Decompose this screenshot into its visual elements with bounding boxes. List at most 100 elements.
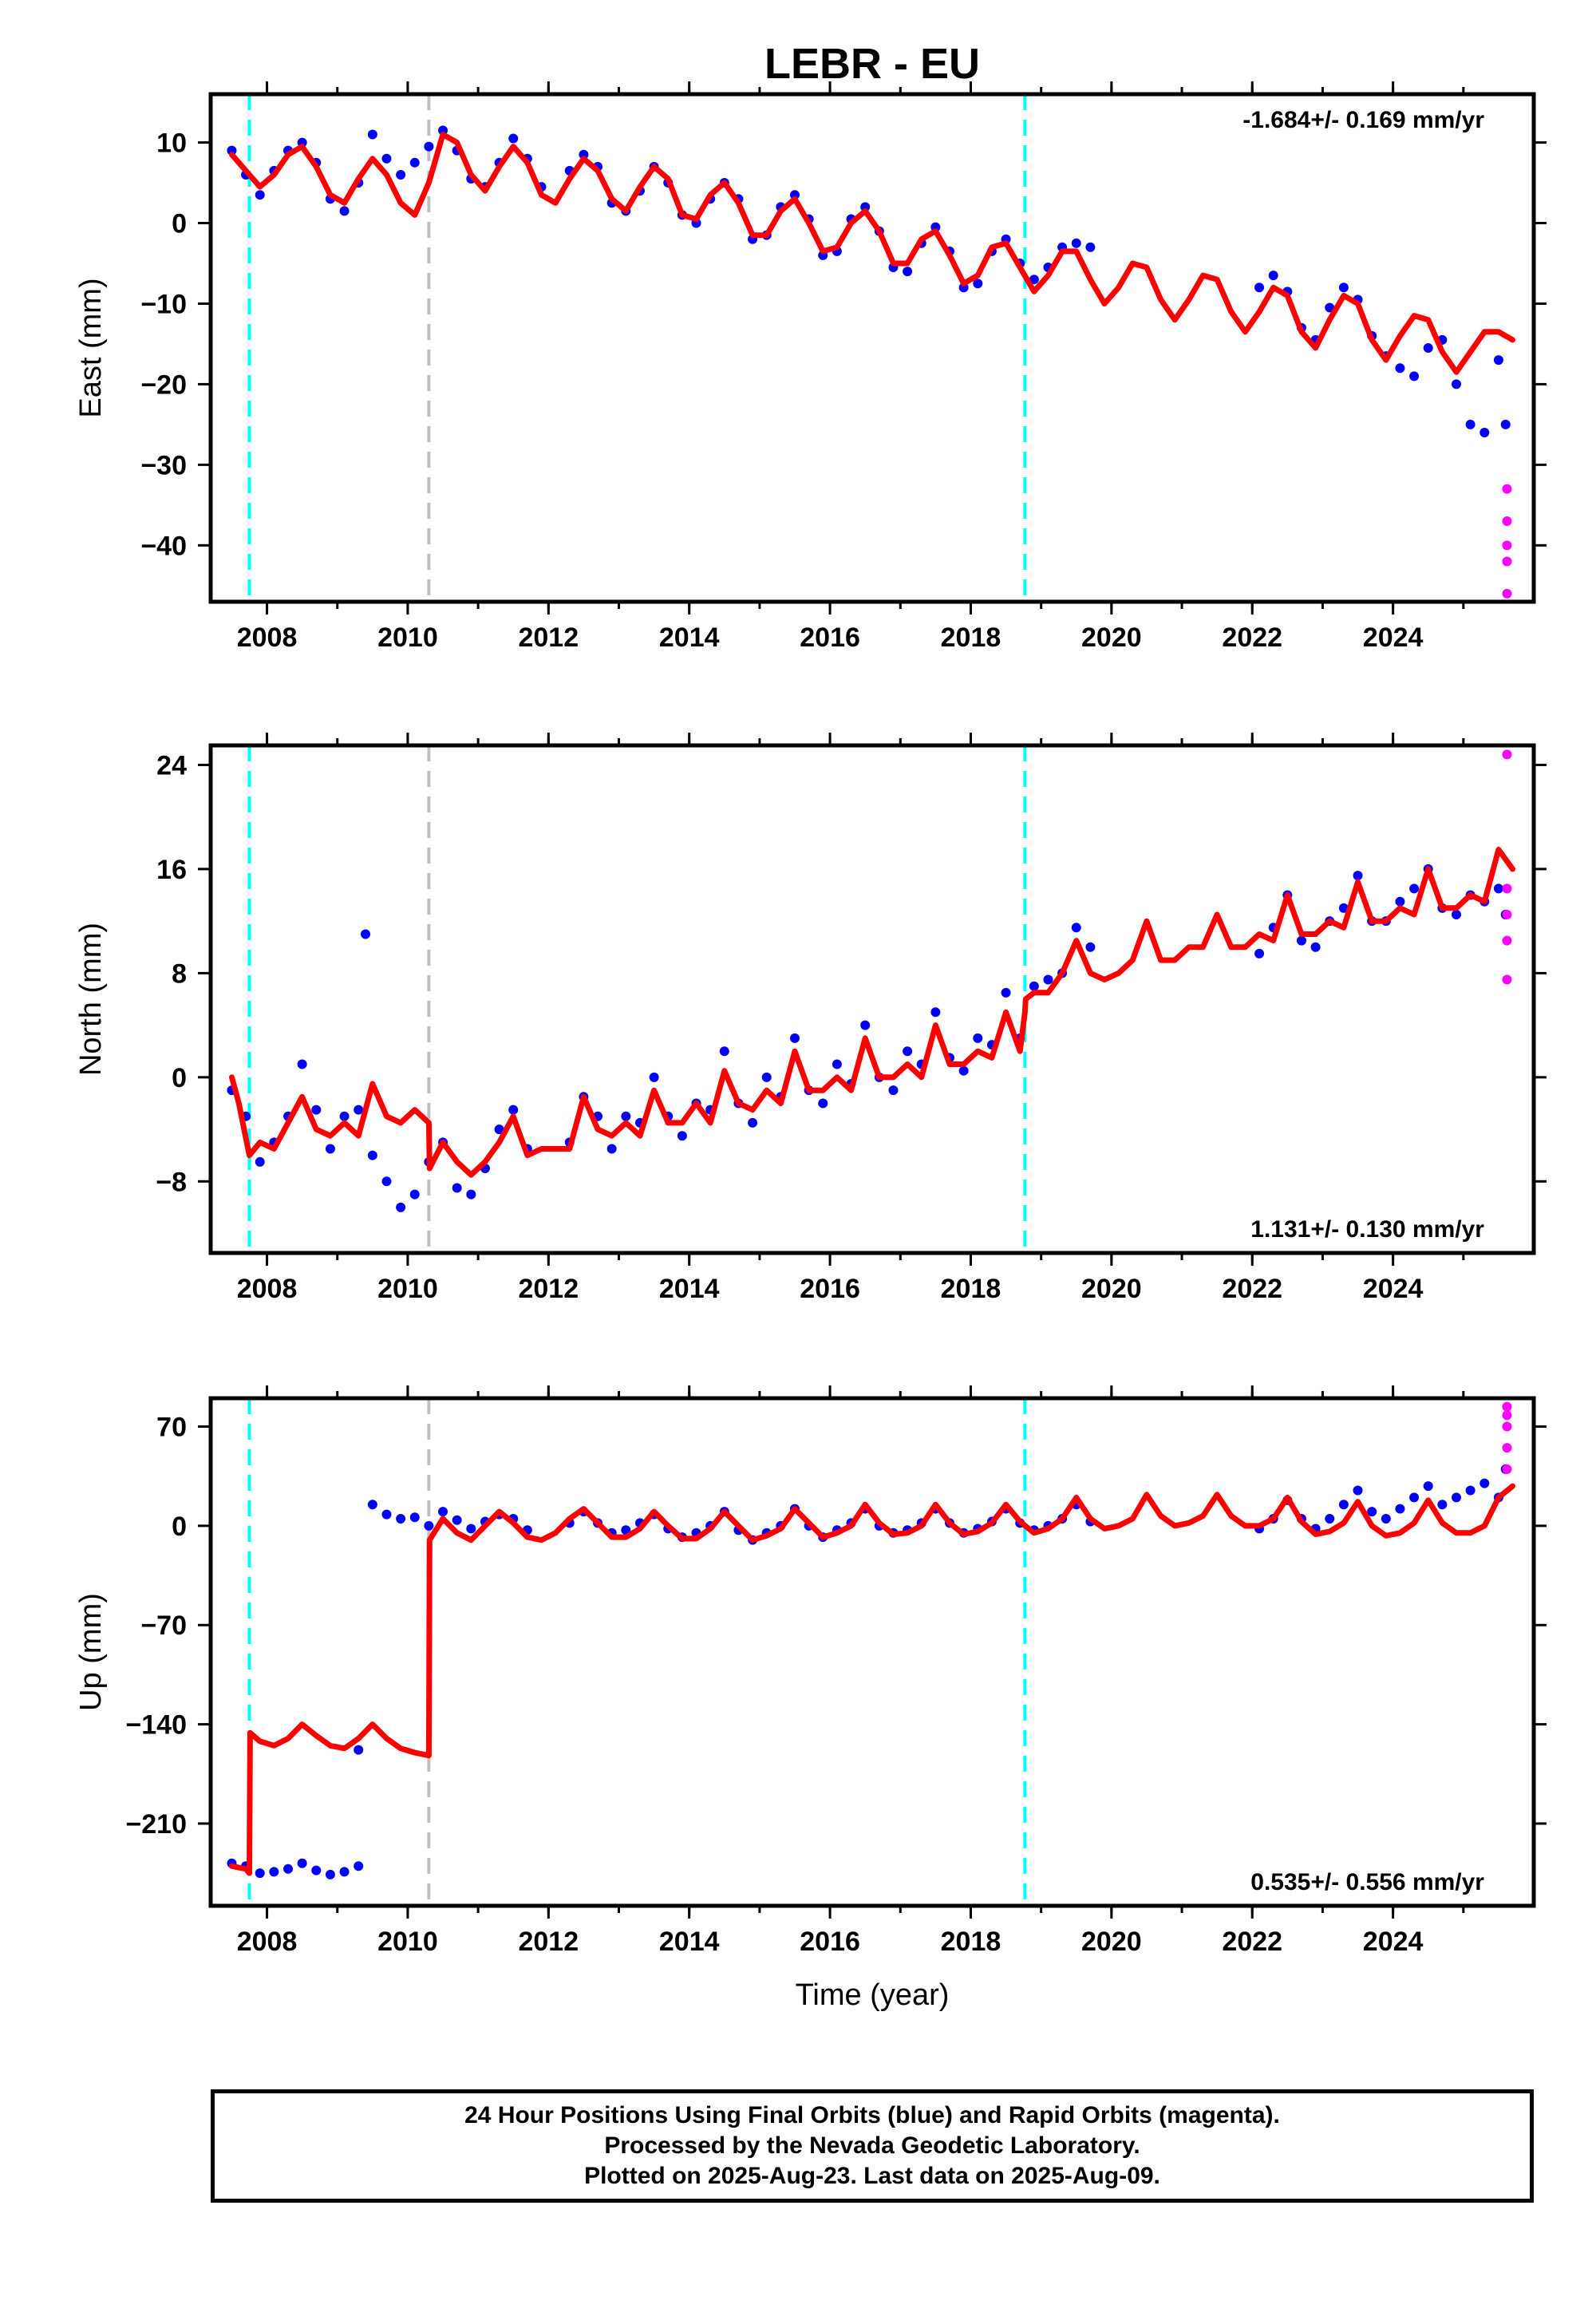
final-orbit-point — [903, 267, 913, 277]
x-tick-label-north: 2016 — [800, 1274, 860, 1304]
x-tick-label-east: 2008 — [237, 622, 298, 653]
x-tick-label-east: 2010 — [377, 622, 438, 653]
y-tick-label-up: −140 — [125, 1710, 187, 1741]
x-tick-label-up: 2018 — [941, 1927, 1001, 1957]
panel-up: 70 0 −70 −140 −210 2008 2010 2012 2014 2016 2018 20… — [74, 1385, 1547, 2012]
rapid-orbit-point — [1502, 1410, 1512, 1421]
final-orbit-point — [438, 1507, 448, 1517]
x-tick-label-up: 2010 — [377, 1927, 438, 1957]
y-tick-label-up: 70 — [156, 1413, 187, 1443]
x-tick-label-up: 2014 — [659, 1927, 720, 1957]
model-line-north — [229, 847, 1515, 1178]
final-orbit-point — [1338, 1500, 1349, 1510]
final-orbit-point — [255, 190, 265, 200]
final-orbit-point — [1451, 910, 1461, 919]
x-tick-label-north: 2010 — [377, 1274, 438, 1304]
final-orbit-point — [1001, 987, 1011, 998]
final-orbit-point — [409, 1189, 420, 1199]
panel-frame-up — [208, 1396, 1536, 1908]
final-orbit-point — [1071, 238, 1081, 248]
y-tick-label-east: 0 — [172, 209, 187, 239]
final-orbit-point — [508, 1105, 519, 1115]
rapid-orbit-point — [1502, 974, 1512, 985]
final-orbit-point — [930, 1007, 941, 1018]
x-tick-label-up: 2012 — [518, 1927, 579, 1957]
rapid-orbit-point — [1502, 910, 1512, 919]
final-orbit-point — [354, 1745, 364, 1755]
final-orbit-point — [1254, 948, 1265, 958]
model-line-up — [229, 1483, 1515, 1876]
final-orbit-point — [494, 1124, 504, 1135]
final-orbit-point — [1310, 942, 1321, 952]
final-orbit-point — [1423, 1481, 1433, 1492]
y-tick-label-north: −8 — [156, 1167, 187, 1197]
final-orbit-point — [1043, 974, 1053, 985]
final-orbit-point — [818, 1098, 828, 1109]
x-tick-label-up: 2016 — [800, 1927, 860, 1957]
model-line-east — [229, 132, 1515, 375]
x-tick-label-north: 2022 — [1222, 1274, 1282, 1304]
final-orbit-point — [860, 1020, 871, 1030]
final-orbit-point — [1395, 1504, 1405, 1514]
final-orbit-point — [255, 1156, 265, 1167]
x-tick-label-east: 2018 — [941, 622, 1001, 653]
chart-title: LEBR - EU — [764, 40, 980, 88]
x-tick-label-east: 2014 — [659, 622, 720, 653]
final-orbit-point — [649, 1072, 659, 1082]
final-orbit-point — [958, 1065, 969, 1076]
final-orbit-point — [1423, 343, 1433, 353]
rate-label-up: 0.535+/- 0.556 mm/yr — [1250, 1869, 1484, 1895]
final-orbit-point — [339, 1867, 350, 1877]
rapid-orbit-point — [1502, 540, 1512, 551]
final-orbit-point — [1085, 242, 1096, 252]
final-orbit-point — [1325, 302, 1335, 313]
final-orbit-point — [339, 1111, 350, 1121]
final-orbit-point — [579, 149, 589, 160]
final-orbit-point — [269, 1867, 279, 1877]
x-tick-label-north: 2014 — [659, 1274, 720, 1304]
final-orbit-point — [1029, 275, 1039, 285]
x-tick-label-north: 2012 — [518, 1274, 579, 1304]
footer-line-3: Plotted on 2025-Aug-23. Last data on 202… — [584, 2163, 1160, 2189]
final-orbit-point — [1451, 379, 1461, 389]
final-orbit-point — [888, 1085, 899, 1096]
final-orbit-point — [1437, 1500, 1448, 1510]
panel-north: 24 16 8 0 −8 2008 2010 2012 2014 2016 2018 2020 2022… — [74, 733, 1547, 1304]
final-orbit-point — [1338, 283, 1349, 293]
y-tick-label-east: −30 — [140, 450, 187, 480]
rapid-orbit-point — [1502, 588, 1512, 599]
y-tick-label-north: 16 — [156, 855, 187, 885]
rapid-orbit-point — [1502, 516, 1512, 527]
y-tick-label-east: 10 — [156, 128, 187, 159]
final-orbit-point — [1493, 355, 1503, 366]
rapid-orbit-point — [1502, 749, 1512, 760]
final-orbit-point — [325, 1144, 335, 1154]
rate-label-east: -1.684+/- 0.169 mm/yr — [1242, 107, 1484, 133]
final-orbit-point — [1029, 981, 1039, 991]
final-orbit-point — [1085, 942, 1096, 952]
final-orbit-point — [283, 1863, 294, 1874]
final-orbit-point — [367, 129, 377, 140]
final-orbit-point — [508, 133, 519, 144]
final-orbit-point — [424, 1520, 434, 1531]
x-tick-label-east: 2012 — [518, 622, 579, 653]
x-tick-label-east: 2016 — [800, 622, 860, 653]
footer-caption-box: 24 Hour Positions Using Final Orbits (bl… — [211, 2089, 1534, 2203]
final-orbit-point — [748, 1117, 758, 1128]
final-orbit-point — [396, 169, 406, 180]
final-orbit-point — [761, 1072, 772, 1082]
final-orbit-point — [452, 1515, 462, 1525]
final-orbit-point — [1268, 271, 1278, 281]
x-tick-label-up: 2024 — [1363, 1927, 1424, 1957]
y-tick-label-east: −40 — [140, 531, 187, 561]
final-orbit-point — [1395, 896, 1405, 907]
y-tick-label-north: 8 — [172, 958, 187, 989]
y-axis-label-east: East (mm) — [74, 278, 108, 417]
x-tick-label-north: 2024 — [1363, 1274, 1424, 1304]
final-orbit-point — [367, 1150, 377, 1160]
final-orbit-point — [424, 141, 434, 152]
rapid-orbit-point — [1502, 1421, 1512, 1432]
rapid-orbit-point — [1502, 1443, 1512, 1453]
rapid-orbit-point — [1502, 484, 1512, 494]
